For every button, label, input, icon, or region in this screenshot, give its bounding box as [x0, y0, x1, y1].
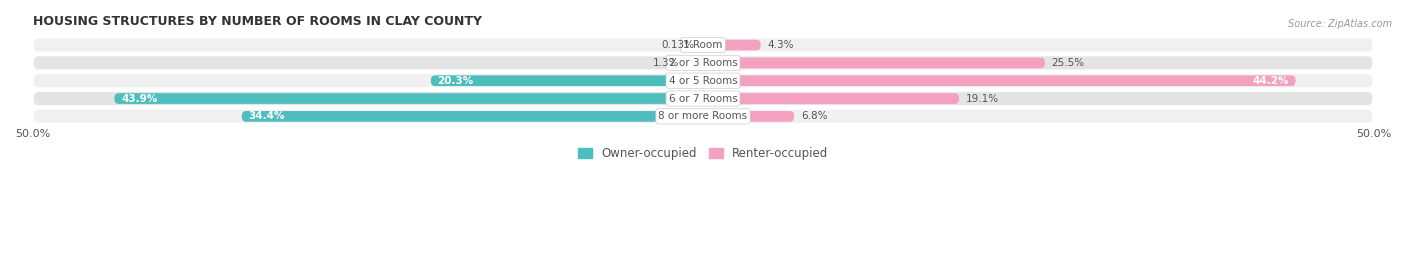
- FancyBboxPatch shape: [703, 93, 959, 104]
- Text: 4 or 5 Rooms: 4 or 5 Rooms: [669, 76, 737, 86]
- Text: 20.3%: 20.3%: [437, 76, 474, 86]
- FancyBboxPatch shape: [32, 55, 1374, 70]
- Text: 2 or 3 Rooms: 2 or 3 Rooms: [669, 58, 737, 68]
- Legend: Owner-occupied, Renter-occupied: Owner-occupied, Renter-occupied: [572, 141, 834, 166]
- Text: 6 or 7 Rooms: 6 or 7 Rooms: [669, 94, 737, 104]
- FancyBboxPatch shape: [114, 93, 703, 104]
- FancyBboxPatch shape: [703, 40, 761, 50]
- FancyBboxPatch shape: [686, 58, 703, 68]
- Text: 44.2%: 44.2%: [1253, 76, 1289, 86]
- Text: 8 or more Rooms: 8 or more Rooms: [658, 111, 748, 121]
- Text: 19.1%: 19.1%: [966, 94, 998, 104]
- FancyBboxPatch shape: [699, 40, 706, 50]
- Text: 6.8%: 6.8%: [801, 111, 827, 121]
- Text: HOUSING STRUCTURES BY NUMBER OF ROOMS IN CLAY COUNTY: HOUSING STRUCTURES BY NUMBER OF ROOMS IN…: [32, 15, 482, 28]
- Text: 0.13%: 0.13%: [662, 40, 695, 50]
- Text: 1 Room: 1 Room: [683, 40, 723, 50]
- Text: Source: ZipAtlas.com: Source: ZipAtlas.com: [1288, 19, 1392, 29]
- FancyBboxPatch shape: [32, 109, 1374, 124]
- Text: 4.3%: 4.3%: [768, 40, 794, 50]
- FancyBboxPatch shape: [32, 91, 1374, 106]
- FancyBboxPatch shape: [703, 58, 1045, 68]
- Text: 25.5%: 25.5%: [1052, 58, 1084, 68]
- FancyBboxPatch shape: [703, 111, 794, 122]
- FancyBboxPatch shape: [703, 75, 1295, 86]
- Text: 43.9%: 43.9%: [121, 94, 157, 104]
- FancyBboxPatch shape: [242, 111, 703, 122]
- Text: 1.3%: 1.3%: [652, 58, 679, 68]
- FancyBboxPatch shape: [430, 75, 703, 86]
- FancyBboxPatch shape: [32, 73, 1374, 88]
- FancyBboxPatch shape: [32, 37, 1374, 53]
- Text: 34.4%: 34.4%: [249, 111, 285, 121]
